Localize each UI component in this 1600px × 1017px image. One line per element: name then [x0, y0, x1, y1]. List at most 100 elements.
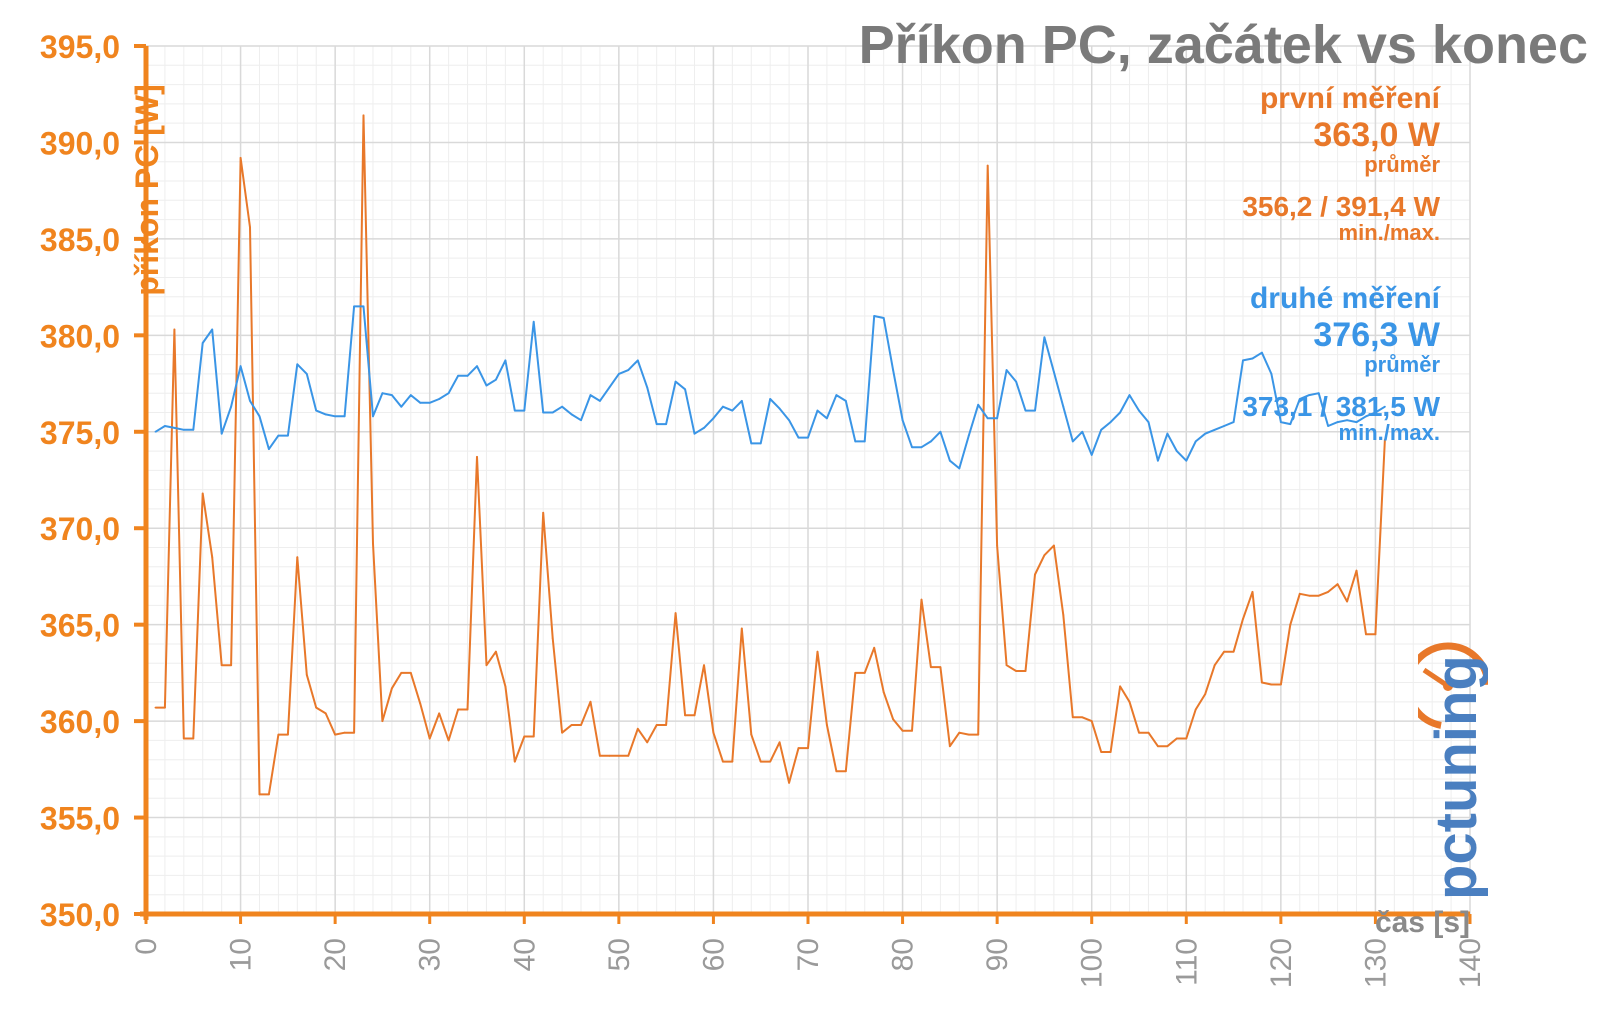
legend-second-avg-label: průměr — [1364, 352, 1440, 377]
data-point-second — [712, 417, 715, 420]
data-point-first — [1100, 751, 1103, 753]
data-point-second — [589, 394, 592, 397]
data-point-second — [627, 369, 630, 371]
x-tick-label: 10 — [225, 938, 258, 971]
data-point-second — [296, 363, 299, 366]
data-point-first — [230, 664, 233, 667]
data-point-second — [580, 419, 582, 422]
data-point-second — [911, 446, 913, 449]
data-point-second — [428, 401, 431, 404]
legend-first-avg: 363,0 W — [1313, 116, 1440, 154]
data-point-first — [1298, 592, 1301, 595]
x-tick-label: 100 — [1076, 938, 1109, 988]
legend-second-avg: 376,3 W — [1313, 316, 1440, 354]
data-point-second — [1289, 423, 1292, 425]
data-point-second — [334, 415, 337, 418]
data-point-second — [419, 401, 422, 404]
data-point-second — [1157, 459, 1159, 462]
data-point-first — [599, 754, 601, 757]
data-point-second — [816, 409, 819, 412]
data-point-first — [1365, 633, 1367, 636]
x-tick-label: 60 — [697, 938, 730, 971]
data-point-first — [1062, 614, 1065, 616]
x-axis-label: čas [s] — [1375, 906, 1470, 939]
data-point-second — [930, 440, 932, 443]
data-point-first — [173, 328, 176, 331]
data-point-first — [826, 724, 828, 726]
data-point-second — [277, 434, 280, 437]
data-point-first — [239, 156, 242, 159]
y-tick-label: 390,0 — [40, 125, 120, 161]
data-point-second — [324, 413, 327, 416]
data-point-first — [873, 646, 876, 649]
data-point-first — [636, 727, 639, 730]
data-point-second — [551, 411, 554, 414]
data-point-first — [1090, 720, 1093, 723]
x-tick-label: 80 — [887, 938, 920, 971]
data-point-second — [750, 442, 753, 445]
data-point-first — [523, 735, 526, 738]
data-point-first — [286, 733, 289, 736]
data-point-second — [854, 440, 857, 443]
data-point-second — [769, 398, 772, 400]
data-point-second — [542, 411, 545, 414]
y-tick-label: 360,0 — [40, 704, 120, 740]
data-point-first — [1270, 683, 1273, 686]
data-point-second — [315, 409, 318, 412]
data-point-second — [570, 413, 573, 416]
data-point-second — [230, 405, 233, 408]
data-point-second — [1365, 415, 1367, 418]
ticks-layer: 350,0 355,0 360,0 365,0 370,0 375,0 380,0 385,0… — [40, 29, 1487, 988]
pctuning-logo: pctuning — [1418, 642, 1488, 900]
data-point-first — [1308, 594, 1311, 597]
data-point-second — [1090, 454, 1093, 456]
data-point-first — [419, 702, 422, 705]
data-point-first — [816, 650, 819, 653]
data-point-first — [1157, 745, 1159, 748]
data-point-first — [580, 724, 582, 726]
data-point-second — [1147, 421, 1150, 424]
data-point-second — [1185, 459, 1188, 462]
data-point-first — [211, 556, 214, 559]
data-point-first — [769, 760, 772, 763]
data-point-first — [693, 714, 696, 717]
data-point-second — [372, 415, 374, 418]
data-point-first — [920, 598, 923, 601]
data-point-second — [305, 373, 308, 375]
data-point-first — [438, 712, 441, 715]
data-point-first — [967, 733, 970, 736]
data-point-second — [826, 417, 828, 420]
data-point-second — [1204, 432, 1207, 435]
data-point-second — [1298, 398, 1301, 400]
data-point-second — [835, 394, 838, 397]
data-point-second — [476, 365, 478, 368]
data-point-second — [901, 419, 904, 422]
data-point-first — [353, 731, 355, 734]
data-point-second — [381, 392, 384, 395]
data-point-first — [1071, 716, 1074, 719]
data-point-second — [1175, 450, 1178, 452]
data-point-second — [892, 369, 895, 371]
data-point-first — [542, 511, 545, 514]
series-layer — [154, 114, 1386, 796]
data-point-first — [589, 700, 592, 703]
data-point-second — [447, 392, 450, 395]
data-point-first — [1223, 650, 1226, 653]
data-point-second — [948, 459, 951, 462]
data-point-second — [703, 427, 705, 429]
data-point-second — [1166, 432, 1169, 435]
data-point-first — [220, 664, 223, 667]
y-tick-label: 370,0 — [40, 511, 120, 547]
data-point-first — [513, 760, 516, 763]
data-point-first — [1327, 590, 1330, 593]
data-point-second — [920, 446, 923, 449]
data-point-first — [939, 666, 942, 669]
data-point-first — [570, 724, 573, 726]
data-point-second — [882, 317, 885, 319]
y-tick-label: 350,0 — [40, 897, 120, 933]
data-point-first — [627, 754, 630, 757]
data-point-second — [1317, 392, 1320, 395]
data-point-first — [759, 760, 762, 763]
data-point-second — [409, 394, 412, 397]
